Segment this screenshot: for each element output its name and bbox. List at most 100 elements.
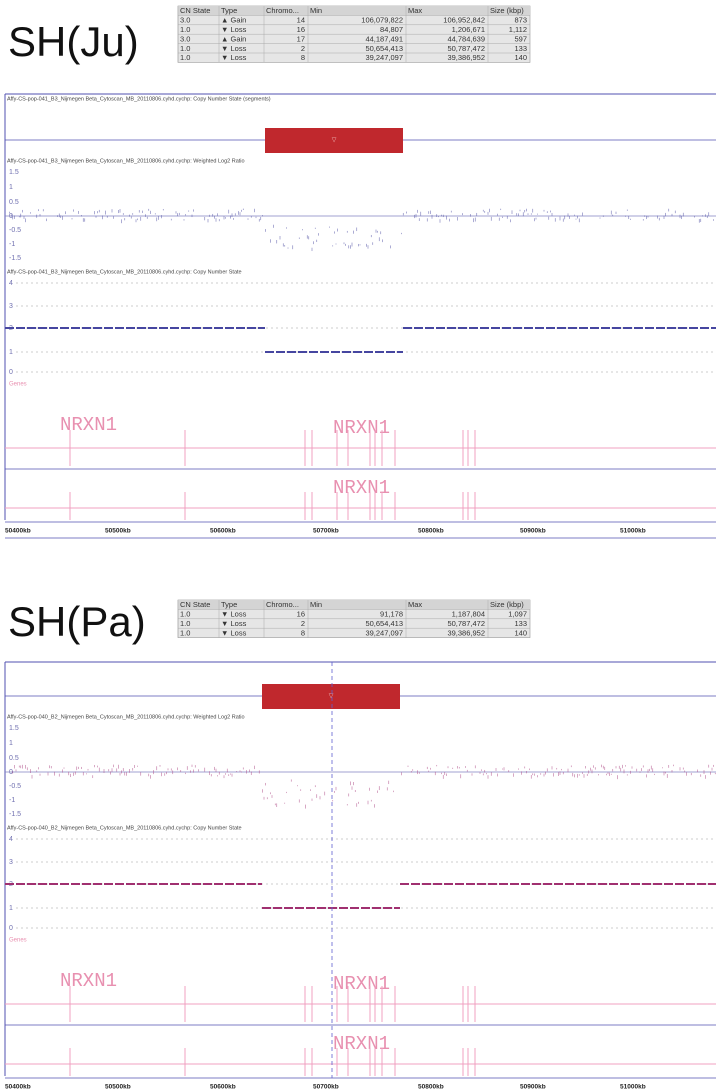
- table-cell: 1.0: [180, 44, 190, 53]
- gene-label: NRXN1: [333, 973, 390, 995]
- x-axis-label: 50500kb: [105, 1084, 131, 1090]
- gene-label: NRXN1: [333, 417, 390, 439]
- table-cell: ▼ Loss: [221, 53, 247, 62]
- table-cell: 39,247,097: [365, 628, 403, 637]
- table-cell: 1,206,671: [452, 25, 485, 34]
- table-header: Type: [221, 600, 237, 609]
- table-cell: 16: [297, 610, 305, 619]
- table-cell: 1,112: [509, 25, 527, 34]
- x-axis-label: 50400kb: [5, 528, 31, 535]
- table-cell: ▼ Loss: [221, 25, 247, 34]
- table-cell: 91,178: [380, 610, 403, 619]
- cn-tick-label: 4: [9, 280, 13, 287]
- table-cell: 1,187,804: [452, 610, 485, 619]
- table-cell: 44,187,491: [365, 34, 403, 43]
- cn-tick-label: 4: [9, 836, 13, 843]
- segment-arrow: ▽: [332, 138, 337, 144]
- cn-tick-label: 3: [9, 859, 13, 866]
- x-axis-label: 50800kb: [418, 528, 444, 535]
- table-cell: 50,654,413: [365, 44, 403, 53]
- table-cell: 50,787,472: [447, 619, 485, 628]
- table-cell: 3.0: [180, 16, 190, 25]
- track-title: Affy-CS-pop-041_B3_Nijmegen Beta_Cytosca…: [7, 269, 242, 275]
- gene-label: NRXN1: [333, 1033, 390, 1055]
- log2-tick-label: -0.5: [9, 227, 21, 234]
- log2-tick-label: -1.5: [9, 255, 21, 262]
- table-header: Max: [408, 600, 422, 609]
- table-cell: 8: [301, 53, 305, 62]
- table-header: Chromo...: [266, 600, 299, 609]
- table-cell: ▼ Loss: [221, 619, 247, 628]
- table-cell: 106,952,842: [443, 16, 485, 25]
- log2-tick-label: -0.5: [9, 783, 21, 790]
- table-cell: 140: [514, 53, 527, 62]
- x-axis-label: 50400kb: [5, 1084, 31, 1090]
- track-title: Affy-CS-pop-041_B3_Nijmegen Beta_Cytosca…: [7, 158, 245, 164]
- table-cell: 17: [297, 34, 305, 43]
- table-cell: 133: [514, 44, 527, 53]
- table-cell: 873: [514, 16, 527, 25]
- x-axis-label: 50600kb: [210, 528, 236, 535]
- table-cell: ▲ Gain: [221, 16, 246, 25]
- x-axis-label: 51000kb: [620, 528, 646, 535]
- table-header: Size (kbp): [490, 600, 524, 609]
- x-axis-label: 50500kb: [105, 528, 131, 535]
- cn-tick-label: 0: [9, 369, 13, 376]
- gene-label: NRXN1: [60, 414, 117, 436]
- log2-tick-label: -1.5: [9, 811, 21, 818]
- table-header-bg: [178, 6, 530, 16]
- track-title: Affy-CS-pop-040_B2_Nijmegen Beta_Cytosca…: [7, 714, 245, 720]
- table-cell: 2: [301, 44, 305, 53]
- table-cell: 3.0: [180, 34, 190, 43]
- table-cell: 14: [297, 16, 305, 25]
- table-header: Max: [408, 6, 422, 15]
- table-cell: 597: [514, 34, 527, 43]
- table-cell: 1,097: [508, 610, 527, 619]
- genes-label: Genes: [9, 938, 27, 944]
- table-cell: 16: [297, 25, 305, 34]
- segment-box: [262, 684, 400, 709]
- genes-label: Genes: [9, 382, 27, 388]
- log2-tick-label: -1: [9, 797, 15, 804]
- table-cell: 1.0: [180, 610, 190, 619]
- cn-tick-label: 1: [9, 905, 13, 912]
- table-cell: 8: [301, 628, 305, 637]
- gene-label: NRXN1: [333, 477, 390, 499]
- x-axis-label: 50700kb: [313, 528, 339, 535]
- table-cell: 50,787,472: [447, 44, 485, 53]
- segment-arrow: ▽: [329, 694, 334, 700]
- table-cell: ▼ Loss: [221, 610, 247, 619]
- table-cell: 50,654,413: [365, 619, 403, 628]
- x-axis-label: 50600kb: [210, 1084, 236, 1090]
- table-cell: 140: [514, 628, 527, 637]
- table-header: CN State: [180, 600, 210, 609]
- table-cell: 1.0: [180, 53, 190, 62]
- cn-tick-label: 0: [9, 925, 13, 932]
- table-header: Min: [310, 600, 322, 609]
- table-cell: 1.0: [180, 25, 190, 34]
- table-header: CN State: [180, 6, 210, 15]
- track-title: Affy-CS-pop-041_B3_Nijmegen Beta_Cytosca…: [7, 96, 271, 102]
- x-axis-label: 50700kb: [313, 1084, 339, 1090]
- x-axis-label: 50900kb: [520, 1084, 546, 1090]
- log2-tick-label: 1: [9, 740, 13, 747]
- log2-tick-label: 1: [9, 184, 13, 191]
- table-cell: 39,386,952: [447, 628, 485, 637]
- table-cell: 2: [301, 619, 305, 628]
- segment-box: [265, 128, 403, 153]
- gene-label: NRXN1: [60, 970, 117, 992]
- table-cell: 39,386,952: [447, 53, 485, 62]
- table-cell: 44,784,639: [447, 34, 485, 43]
- table-header-bg: [178, 600, 530, 610]
- log2-tick-label: -1: [9, 241, 15, 248]
- table-cell: 1.0: [180, 628, 190, 637]
- table-cell: ▼ Loss: [221, 44, 247, 53]
- log2-tick-label: 0.5: [9, 755, 19, 762]
- table-cell: 1.0: [180, 619, 190, 628]
- cn-tick-label: 1: [9, 349, 13, 356]
- table-cell: 133: [514, 619, 527, 628]
- x-axis-label: 51000kb: [620, 1084, 646, 1090]
- log2-tick-label: 0.5: [9, 199, 19, 206]
- table-cell: ▲ Gain: [221, 34, 246, 43]
